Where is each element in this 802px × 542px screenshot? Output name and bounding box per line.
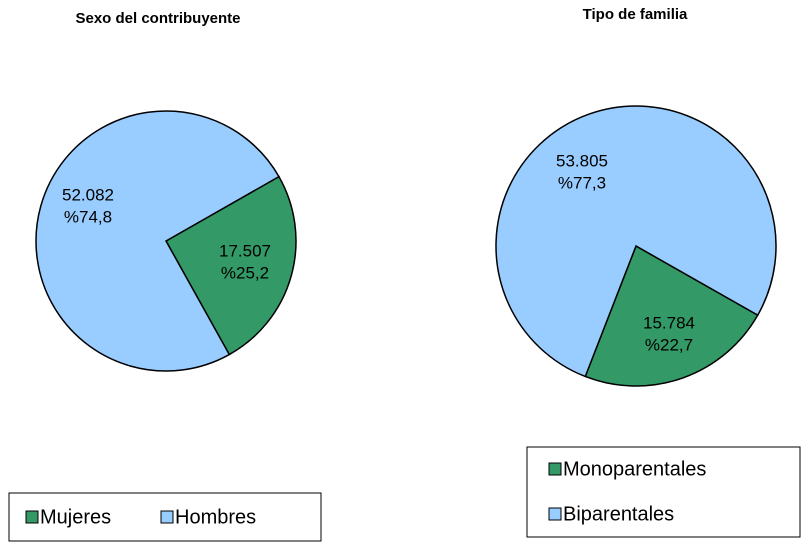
value-label: 17.507 <box>219 241 271 260</box>
chart-title: Sexo del contribuyente <box>75 10 240 27</box>
value-label: 53.805 <box>556 151 608 170</box>
pie-slice <box>35 110 280 372</box>
percentage-label: %25,2 <box>221 263 269 282</box>
legend-label: Hombres <box>175 506 256 528</box>
legend-label: Mujeres <box>40 506 111 528</box>
legend-swatch <box>160 510 174 524</box>
legend-swatch <box>548 507 562 521</box>
percentage-label: %74,8 <box>64 207 112 226</box>
legend-label: Monoparentales <box>563 458 706 480</box>
pie-slice <box>584 244 759 387</box>
value-label: 52.082 <box>62 185 114 204</box>
pie-slice <box>164 175 297 356</box>
legend-swatch <box>548 462 562 476</box>
chart-title: Tipo de familia <box>583 6 688 23</box>
legend-box <box>526 446 801 538</box>
percentage-label: %77,3 <box>558 173 606 192</box>
legend-label: Biparentales <box>563 503 674 525</box>
legend-swatch <box>25 510 39 524</box>
value-label: 15.784 <box>643 313 695 332</box>
pie-slice <box>495 105 777 378</box>
percentage-label: %22,7 <box>645 335 693 354</box>
